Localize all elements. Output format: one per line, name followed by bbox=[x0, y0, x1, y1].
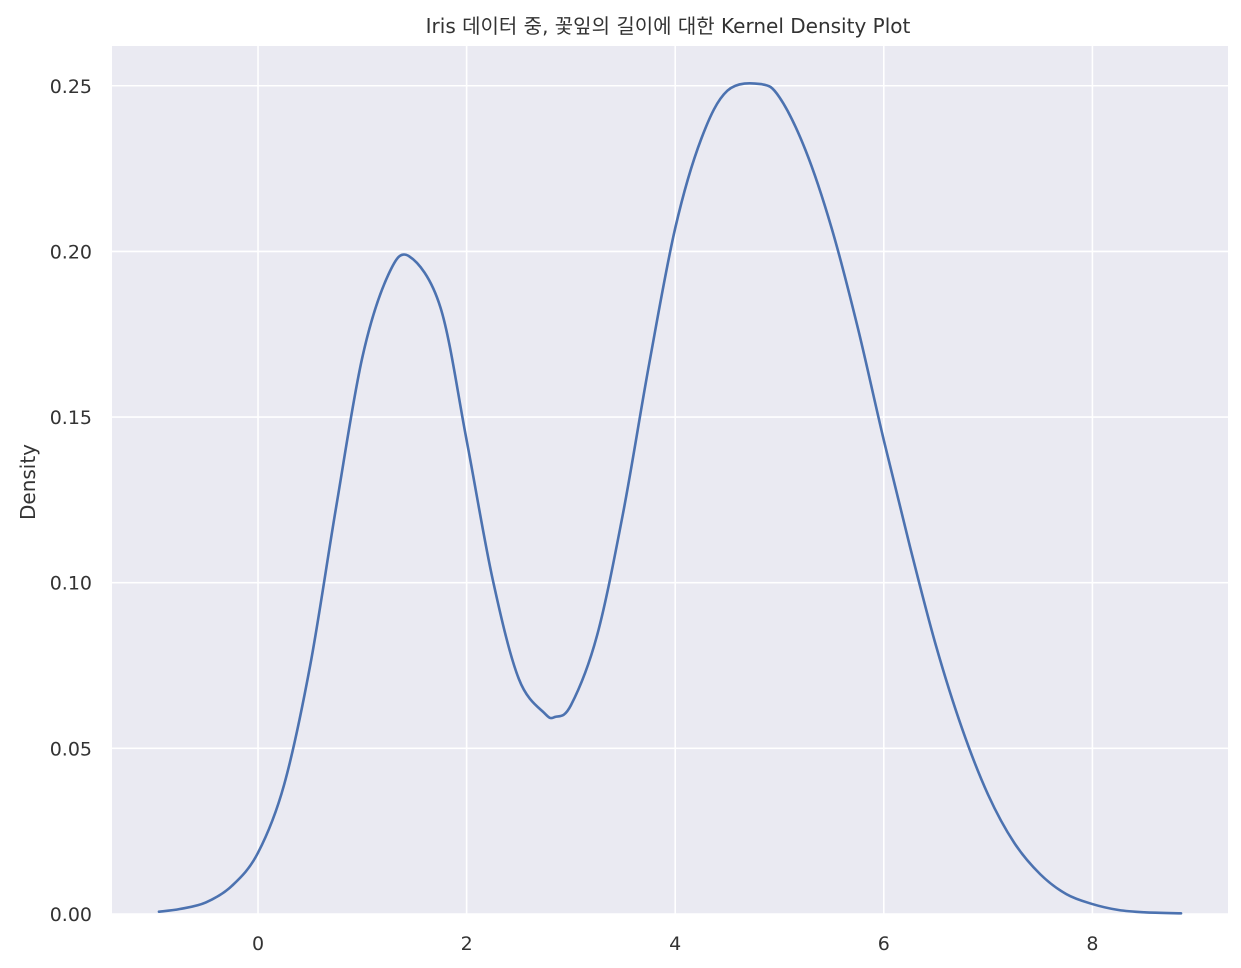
y-tick-label: 0.25 bbox=[50, 76, 92, 98]
x-tick-label: 6 bbox=[878, 933, 890, 955]
y-axis-ticks: 0.00 0.05 0.10 0.15 0.20 0.25 bbox=[50, 76, 92, 926]
y-axis-label: Density bbox=[16, 444, 40, 520]
y-tick-label: 0.20 bbox=[50, 241, 92, 263]
y-tick-label: 0.15 bbox=[50, 407, 92, 429]
density-curve bbox=[157, 82, 1183, 915]
plot-area bbox=[112, 46, 1228, 914]
x-tick-label: 8 bbox=[1086, 933, 1098, 955]
chart-title: Iris 데이터 중, 꽃잎의 길이에 대한 Kernel Density Pl… bbox=[426, 14, 911, 38]
x-axis-ticks: 0 2 4 6 8 bbox=[252, 933, 1098, 955]
y-tick-label: 0.10 bbox=[50, 573, 92, 595]
y-tick-label: 0.00 bbox=[50, 904, 92, 926]
x-tick-label: 2 bbox=[461, 933, 473, 955]
x-tick-label: 4 bbox=[669, 933, 681, 955]
x-tick-label: 0 bbox=[252, 933, 264, 955]
gridlines bbox=[112, 46, 1228, 915]
y-tick-label: 0.05 bbox=[50, 738, 92, 760]
